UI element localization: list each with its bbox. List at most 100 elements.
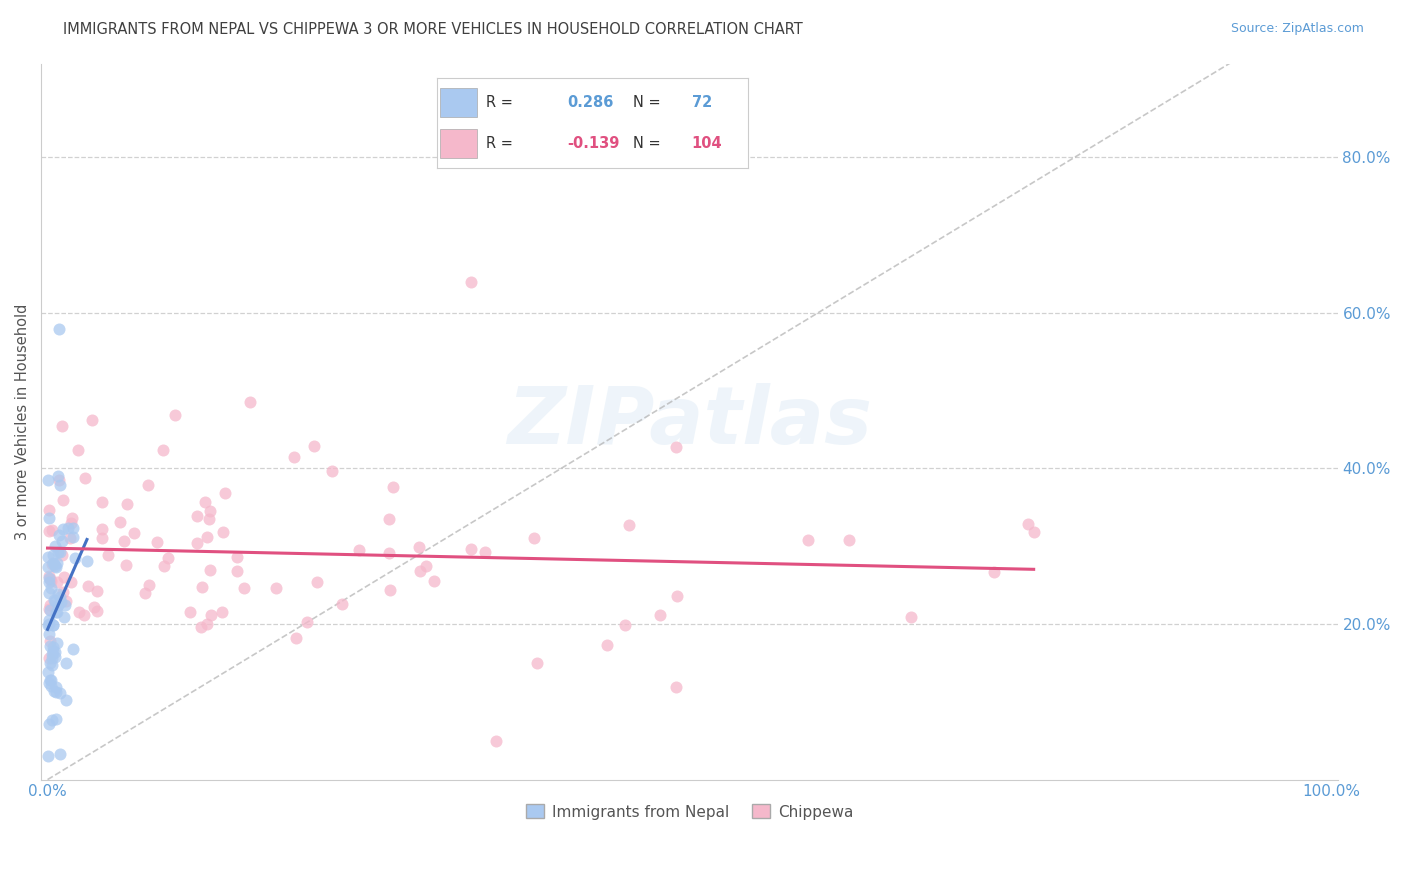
- Point: [115, 498, 138, 512]
- Point: [56, 521, 79, 535]
- Point: [295, 615, 318, 630]
- Point: [1022, 524, 1045, 539]
- Point: [46, 544, 69, 558]
- Point: [38, 524, 60, 538]
- Point: [44, 594, 66, 608]
- Point: [347, 543, 370, 558]
- Point: [42, 557, 65, 571]
- Point: [73, 607, 96, 622]
- Point: [42, 640, 65, 654]
- Point: [51, 548, 73, 562]
- Point: [38, 650, 60, 665]
- Point: [44, 645, 66, 659]
- Point: [52, 493, 75, 508]
- Point: [38, 603, 60, 617]
- Point: [51, 418, 73, 433]
- Point: [52, 522, 75, 536]
- Point: [42, 548, 65, 562]
- Point: [80, 412, 103, 426]
- Point: [211, 605, 233, 619]
- Point: [200, 608, 222, 623]
- Point: [226, 564, 249, 578]
- Point: [41, 647, 63, 661]
- Point: [60, 574, 83, 589]
- Point: [52, 585, 75, 599]
- Point: [238, 394, 260, 409]
- Point: [378, 582, 401, 597]
- Point: [305, 574, 328, 589]
- Point: [45, 681, 67, 695]
- Point: [38, 676, 60, 690]
- Point: [983, 565, 1005, 579]
- Point: [62, 642, 84, 657]
- Point: [46, 605, 69, 619]
- Point: [194, 495, 217, 509]
- Point: [415, 559, 437, 574]
- Point: [198, 511, 221, 525]
- Point: [382, 480, 405, 494]
- Point: [42, 618, 65, 632]
- Point: [45, 606, 67, 620]
- Point: [38, 617, 60, 632]
- Point: [37, 473, 59, 487]
- Point: [264, 581, 287, 595]
- Point: [408, 541, 430, 555]
- Point: [838, 533, 860, 548]
- Point: [91, 531, 114, 545]
- Point: [526, 656, 548, 670]
- Point: [157, 551, 180, 566]
- Point: [409, 564, 432, 578]
- Point: [44, 539, 66, 553]
- Point: [285, 631, 308, 645]
- Point: [38, 627, 60, 641]
- Point: [38, 717, 60, 731]
- Point: [37, 618, 59, 632]
- Point: [195, 529, 218, 543]
- Point: [198, 504, 221, 518]
- Point: [321, 464, 343, 478]
- Point: [138, 578, 160, 592]
- Point: [283, 450, 305, 464]
- Point: [67, 605, 90, 619]
- Point: [37, 665, 59, 680]
- Point: [37, 749, 59, 764]
- Point: [595, 638, 617, 652]
- Point: [66, 443, 89, 458]
- Point: [39, 679, 62, 693]
- Point: [39, 656, 62, 670]
- Point: [41, 574, 63, 588]
- Point: [62, 521, 84, 535]
- Point: [195, 616, 218, 631]
- Point: [648, 607, 671, 622]
- Point: [83, 599, 105, 614]
- Point: [302, 439, 325, 453]
- Point: [44, 650, 66, 665]
- Point: [484, 733, 506, 747]
- Point: [39, 673, 62, 688]
- Point: [48, 527, 70, 541]
- Point: [1017, 517, 1039, 532]
- Point: [900, 609, 922, 624]
- Point: [45, 713, 67, 727]
- Point: [41, 644, 63, 658]
- Point: [53, 609, 76, 624]
- Point: [46, 587, 69, 601]
- Point: [45, 575, 67, 590]
- Point: [46, 557, 69, 571]
- Point: [55, 594, 77, 608]
- Point: [423, 574, 446, 588]
- Point: [42, 592, 65, 607]
- Point: [55, 656, 77, 670]
- Point: [46, 469, 69, 483]
- Point: [214, 486, 236, 500]
- Text: ZIPatlas: ZIPatlas: [508, 383, 872, 461]
- Point: [41, 713, 63, 727]
- Point: [59, 531, 82, 545]
- Legend: Immigrants from Nepal, Chippewa: Immigrants from Nepal, Chippewa: [520, 798, 859, 826]
- Point: [41, 524, 63, 538]
- Point: [42, 684, 65, 698]
- Point: [38, 503, 60, 517]
- Point: [60, 510, 83, 524]
- Point: [186, 508, 208, 523]
- Point: [165, 408, 187, 422]
